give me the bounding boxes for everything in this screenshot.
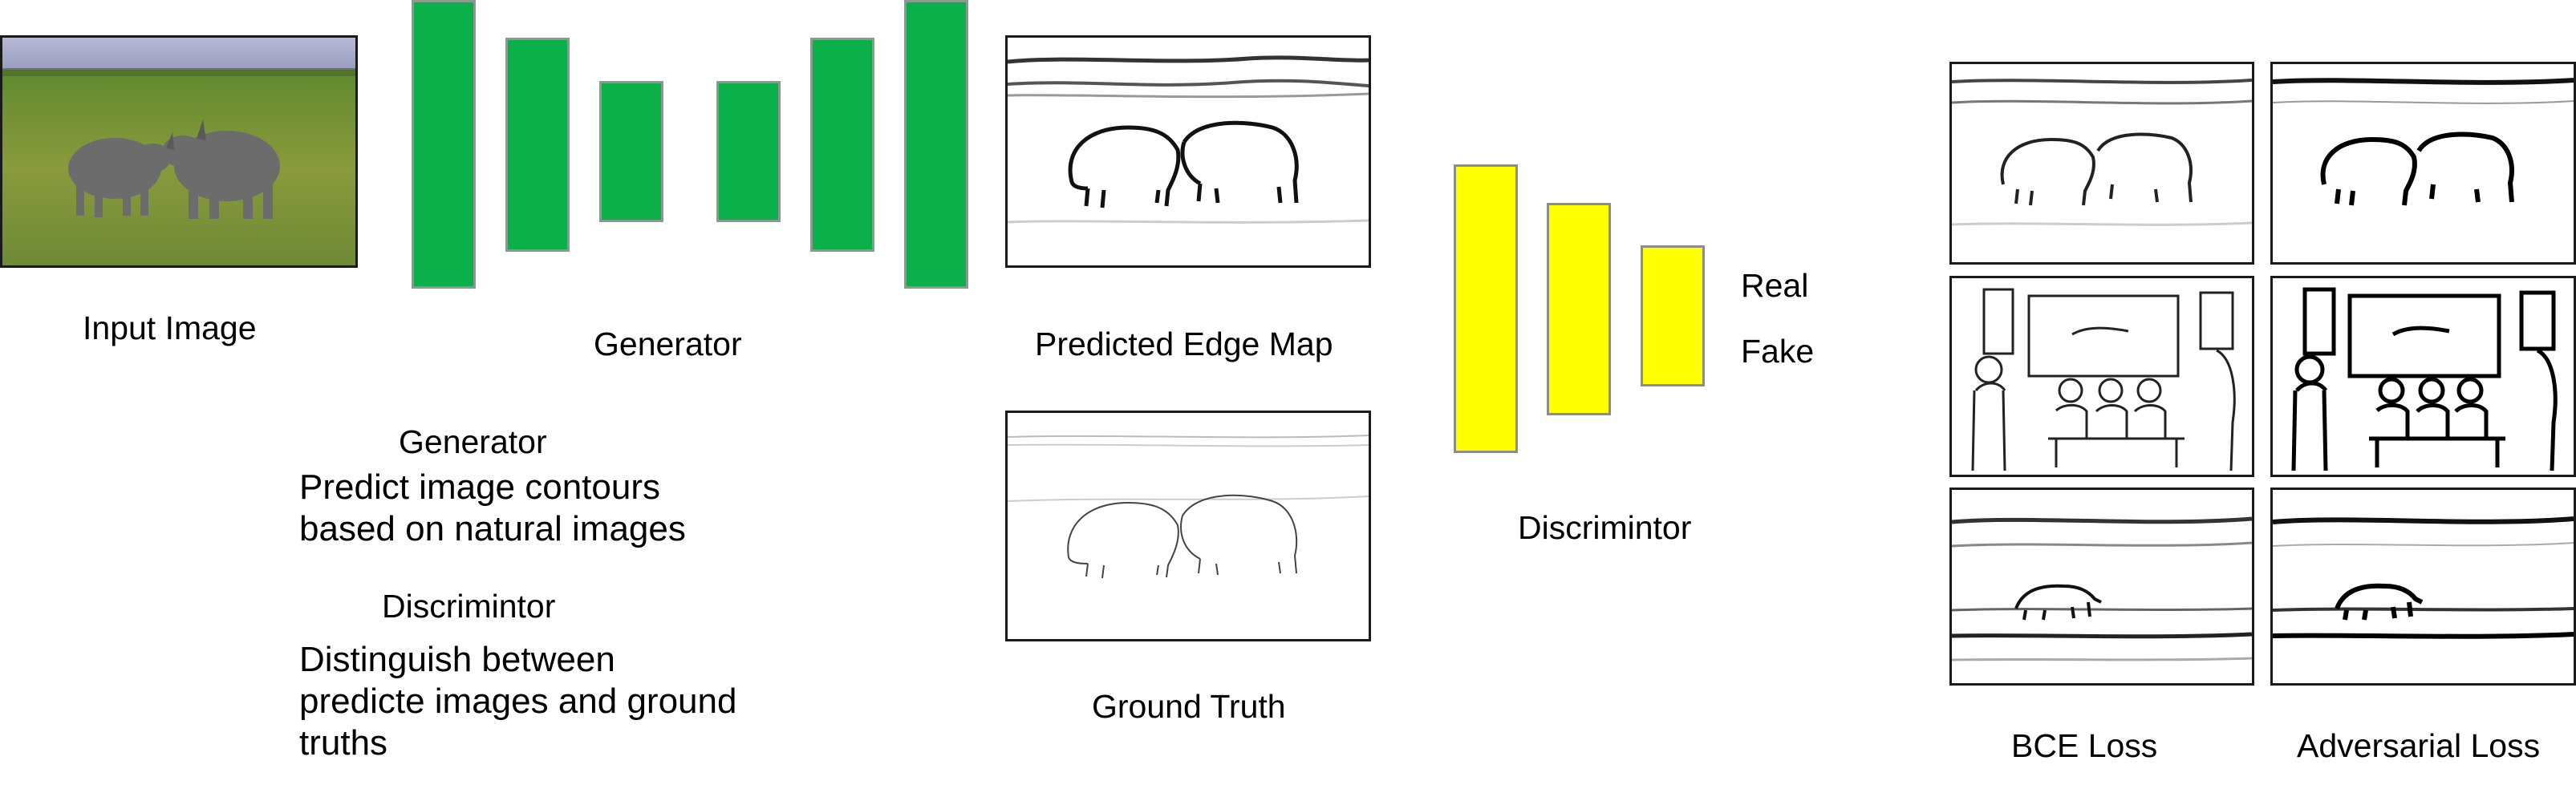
generator-block-2 [505,38,570,252]
discriminator-desc-line-2: predicte images and ground [299,682,737,721]
adversarial-result-rhino [2270,62,2576,265]
bce-result-rhino [1949,62,2254,265]
discriminator-block-3 [1641,245,1705,386]
real-label: Real [1741,267,1809,304]
generator-block-1 [412,0,476,289]
discriminator-desc-line-1: Distinguish between [299,640,615,679]
discriminator-label: Discrimintor [1518,509,1692,546]
generator-block-3 [599,81,663,222]
discriminator-block-2 [1547,203,1611,415]
fake-label: Fake [1741,333,1815,370]
adversarial-result-bear [2270,488,2576,686]
generator-label: Generator [594,326,742,362]
adversarial-loss-label: Adversarial Loss [2297,727,2541,764]
bce-result-people [1949,276,2254,477]
generator-block-5 [810,38,874,252]
bce-loss-label: BCE Loss [2011,727,2158,764]
discriminator-desc-text: Distinguish between predicte images and … [299,639,736,764]
generator-block-4 [716,81,781,222]
predicted-edge-map-label: Predicted Edge Map [1035,326,1333,362]
ground-truth-image [1005,411,1371,641]
discriminator-block-1 [1454,164,1518,453]
input-image-label: Input Image [83,309,257,346]
generator-desc-text: Predict image contours based on natural … [299,467,686,550]
generator-block-6 [904,0,968,289]
bce-result-bear [1949,488,2254,686]
discriminator-desc-line-3: truths [299,723,388,763]
adversarial-result-people [2270,276,2576,477]
generator-desc-line-1: Predict image contours [299,467,660,507]
discriminator-desc-title: Discrimintor [382,588,556,625]
generator-desc-line-2: based on natural images [299,509,686,548]
input-image [0,35,358,268]
predicted-edge-map [1005,35,1371,268]
generator-desc-title: Generator [399,423,547,460]
ground-truth-label: Ground Truth [1092,688,1286,725]
